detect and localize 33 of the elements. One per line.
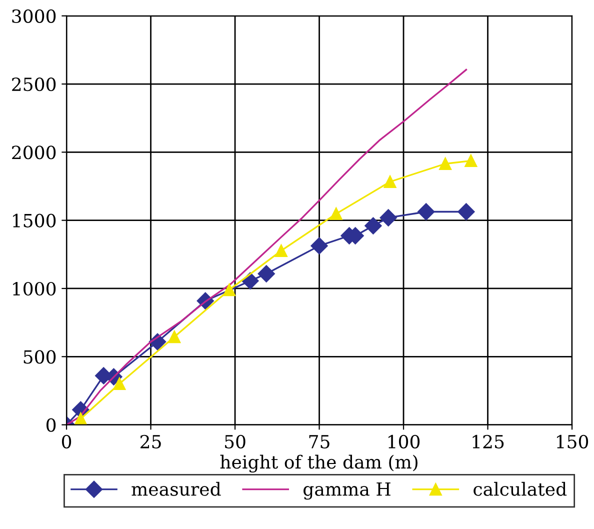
x-tick-label: 150 — [556, 434, 588, 448]
point — [330, 208, 342, 220]
y-tick-label: 2000 — [12, 146, 56, 160]
x-tick-label: 125 — [472, 434, 504, 448]
point — [384, 176, 396, 188]
y-tick-label: 1000 — [13, 282, 56, 296]
point — [168, 330, 181, 344]
y-tick-label: 1500 — [13, 214, 56, 228]
point — [418, 203, 435, 220]
point — [380, 209, 397, 226]
y-tick-label: 0 — [46, 418, 56, 432]
point — [223, 284, 236, 296]
legend-label: gamma H — [304, 482, 390, 500]
line-series — [66, 68, 468, 425]
point — [258, 265, 275, 282]
point — [458, 203, 475, 220]
x-axis-title: height of the dam (m) — [220, 454, 418, 472]
point — [439, 158, 452, 170]
legend-label: measured — [132, 482, 221, 496]
legend-label: calculated — [474, 482, 567, 496]
point — [310, 237, 328, 254]
x-tick-label: 25 — [140, 434, 161, 448]
y-tick-label: 500 — [24, 350, 56, 364]
x-tick-label: 100 — [388, 434, 420, 448]
point — [274, 244, 288, 257]
x-tick-label: 50 — [225, 434, 246, 448]
y-tick-label: 2500 — [12, 77, 56, 92]
point — [464, 154, 478, 168]
x-tick-label: 0 — [62, 434, 72, 448]
y-tick-label: 3000 — [12, 9, 56, 23]
point — [364, 217, 382, 234]
x-tick-label: 75 — [309, 435, 330, 448]
point — [113, 378, 126, 390]
